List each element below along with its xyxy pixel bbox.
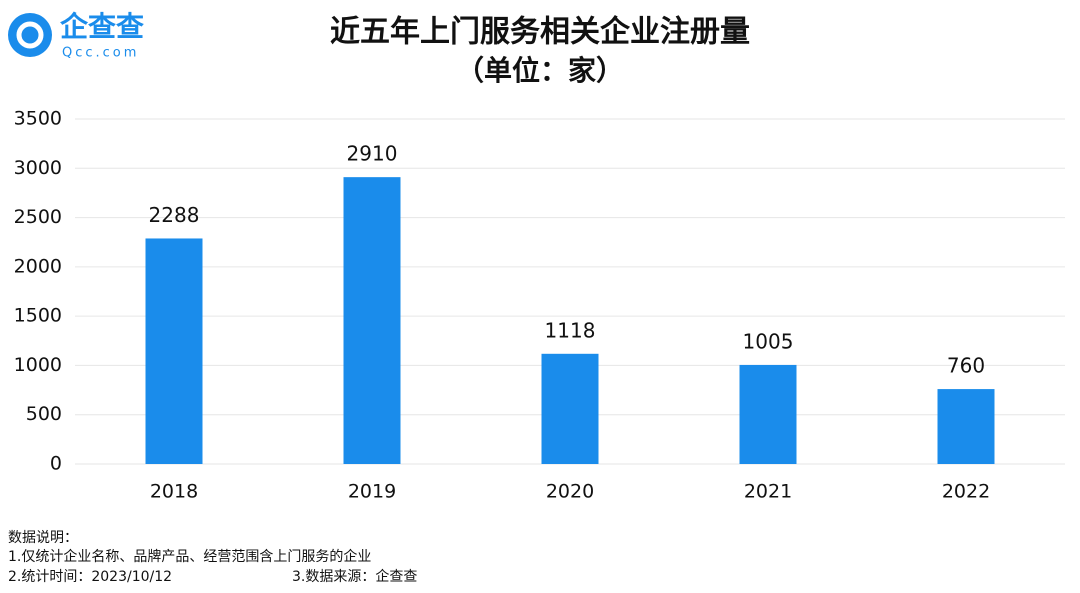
notes-heading: 数据说明： bbox=[8, 530, 78, 546]
data-label: 1118 bbox=[545, 318, 596, 342]
chart-title: 近五年上门服务相关企业注册量 bbox=[330, 15, 750, 50]
bar bbox=[541, 353, 599, 464]
logo-url: Qcc.com bbox=[62, 46, 139, 61]
y-tick-label: 1000 bbox=[14, 354, 62, 376]
x-tick-label: 2018 bbox=[150, 481, 198, 503]
x-tick-label: 2019 bbox=[348, 481, 396, 503]
data-label: 2288 bbox=[149, 203, 200, 227]
x-tick-label: 2020 bbox=[546, 481, 594, 503]
y-tick-label: 1500 bbox=[14, 305, 62, 327]
data-label: 2910 bbox=[347, 142, 398, 166]
note-line: 2.统计时间：2023/10/12 bbox=[8, 569, 172, 585]
bar bbox=[343, 177, 401, 464]
data-label: 760 bbox=[947, 354, 985, 378]
bar bbox=[937, 389, 995, 464]
y-tick-label: 3000 bbox=[14, 157, 62, 179]
logo-name: 企查查 bbox=[60, 10, 144, 43]
data-label: 1005 bbox=[743, 329, 794, 353]
bar bbox=[145, 238, 203, 464]
logo-icon-ring bbox=[16, 21, 44, 49]
y-tick-label: 2500 bbox=[14, 206, 62, 228]
y-tick-label: 3500 bbox=[14, 108, 62, 130]
note-line: 1.仅统计企业名称、品牌产品、经营范围含上门服务的企业 bbox=[8, 548, 371, 565]
bar bbox=[739, 364, 797, 464]
y-tick-label: 2000 bbox=[14, 255, 62, 277]
x-tick-label: 2021 bbox=[744, 481, 792, 503]
logo: 企查查 Qcc.com bbox=[8, 10, 144, 61]
logo-icon bbox=[8, 13, 52, 57]
note-line: 3.数据来源：企查查 bbox=[292, 568, 417, 585]
chart-subtitle: （单位：家） bbox=[456, 54, 624, 87]
y-tick-label: 500 bbox=[26, 403, 62, 425]
x-tick-label: 2022 bbox=[942, 481, 990, 503]
y-tick-label: 0 bbox=[50, 453, 62, 475]
